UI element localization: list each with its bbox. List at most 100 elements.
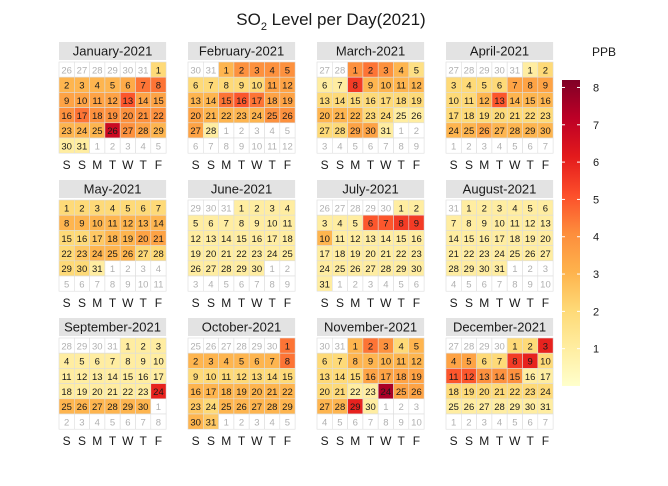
panel-header xyxy=(317,180,425,198)
day-label: 23 xyxy=(61,126,72,137)
day-label: 4 xyxy=(208,279,213,290)
day-label: 1 xyxy=(353,65,358,76)
month-title: October-2021 xyxy=(202,320,282,335)
day-label: 20 xyxy=(123,111,134,122)
day-label: 12 xyxy=(190,234,201,245)
day-label: 25 xyxy=(396,387,407,398)
weekday-label: T xyxy=(397,296,405,310)
day-label: 1 xyxy=(528,65,533,76)
day-label: 24 xyxy=(540,387,551,398)
day-label: 20 xyxy=(92,387,103,398)
day-label: 30 xyxy=(365,402,376,413)
day-label: 19 xyxy=(411,372,422,383)
day-label: 22 xyxy=(464,249,475,260)
day-label: 27 xyxy=(319,126,330,137)
day-label: 29 xyxy=(61,264,72,275)
legend-colorbar xyxy=(562,80,580,386)
day-label: 3 xyxy=(254,417,259,428)
weekday-label: S xyxy=(207,296,215,310)
day-label: 30 xyxy=(319,341,330,352)
weekday-label: S xyxy=(207,158,215,172)
month-title: February-2021 xyxy=(199,44,284,59)
day-label: 24 xyxy=(381,387,392,398)
weekday-label: W xyxy=(380,434,392,448)
day-label: 2 xyxy=(79,203,84,214)
weekday-label: S xyxy=(78,296,86,310)
day-label: 28 xyxy=(206,126,217,137)
day-label: 30 xyxy=(365,126,376,137)
weekday-label: S xyxy=(321,434,329,448)
weekday-label: W xyxy=(251,434,263,448)
day-label: 13 xyxy=(92,372,103,383)
panel-header xyxy=(446,180,554,198)
weekday-label: S xyxy=(465,296,473,310)
day-label: 30 xyxy=(525,402,536,413)
weekday-label: S xyxy=(465,158,473,172)
day-label: 18 xyxy=(92,111,103,122)
month-title: December-2021 xyxy=(453,320,546,335)
weekday-label: T xyxy=(238,158,246,172)
day-label: 15 xyxy=(464,234,475,245)
day-label: 2 xyxy=(414,126,419,137)
month-title: September-2021 xyxy=(64,320,161,335)
day-label: 22 xyxy=(510,387,521,398)
day-label: 10 xyxy=(77,96,88,107)
day-label: 1 xyxy=(353,341,358,352)
day-label: 5 xyxy=(353,219,358,230)
day-label: 26 xyxy=(282,111,293,122)
day-label: 6 xyxy=(239,279,244,290)
weekday-label: F xyxy=(284,434,291,448)
weekday-label: T xyxy=(367,296,375,310)
day-label: 10 xyxy=(411,417,422,428)
day-label: 10 xyxy=(448,96,459,107)
day-label: 27 xyxy=(319,402,330,413)
day-label: 30 xyxy=(190,65,201,76)
day-label: 20 xyxy=(206,249,217,260)
day-label: 31 xyxy=(540,402,551,413)
day-label: 31 xyxy=(448,203,459,214)
day-label: 6 xyxy=(368,219,373,230)
day-label: 3 xyxy=(482,141,487,152)
day-label: 15 xyxy=(236,234,247,245)
legend-tick-label: 1 xyxy=(593,344,599,356)
panel-header xyxy=(446,42,554,60)
weekday-label: M xyxy=(350,158,360,172)
day-label: 19 xyxy=(350,249,361,260)
weekday-label: T xyxy=(268,296,276,310)
day-label: 21 xyxy=(206,111,217,122)
day-label: 19 xyxy=(190,249,201,260)
day-cell xyxy=(408,413,425,430)
day-label: 1 xyxy=(156,402,161,413)
day-label: 5 xyxy=(512,141,517,152)
day-label: 28 xyxy=(61,341,72,352)
day-label: 26 xyxy=(206,341,217,352)
day-label: 3 xyxy=(193,279,198,290)
day-label: 14 xyxy=(335,96,346,107)
day-cell xyxy=(279,275,296,292)
day-label: 20 xyxy=(540,234,551,245)
day-label: 4 xyxy=(497,417,502,428)
weekday-label: T xyxy=(496,434,504,448)
weekday-label: T xyxy=(367,158,375,172)
weekday-label: S xyxy=(321,158,329,172)
day-label: 27 xyxy=(365,264,376,275)
day-label: 1 xyxy=(224,417,229,428)
day-label: 6 xyxy=(208,219,213,230)
day-label: 16 xyxy=(365,372,376,383)
day-label: 2 xyxy=(368,65,373,76)
day-label: 13 xyxy=(138,219,149,230)
day-label: 11 xyxy=(464,96,474,107)
day-label: 6 xyxy=(125,417,130,428)
day-label: 25 xyxy=(61,402,72,413)
day-label: 2 xyxy=(64,81,69,92)
day-label: 14 xyxy=(448,234,459,245)
day-label: 8 xyxy=(110,279,115,290)
day-label: 7 xyxy=(368,417,373,428)
day-label: 31 xyxy=(381,126,392,137)
day-label: 1 xyxy=(224,65,229,76)
day-label: 27 xyxy=(540,249,551,260)
day-label: 4 xyxy=(451,357,456,368)
